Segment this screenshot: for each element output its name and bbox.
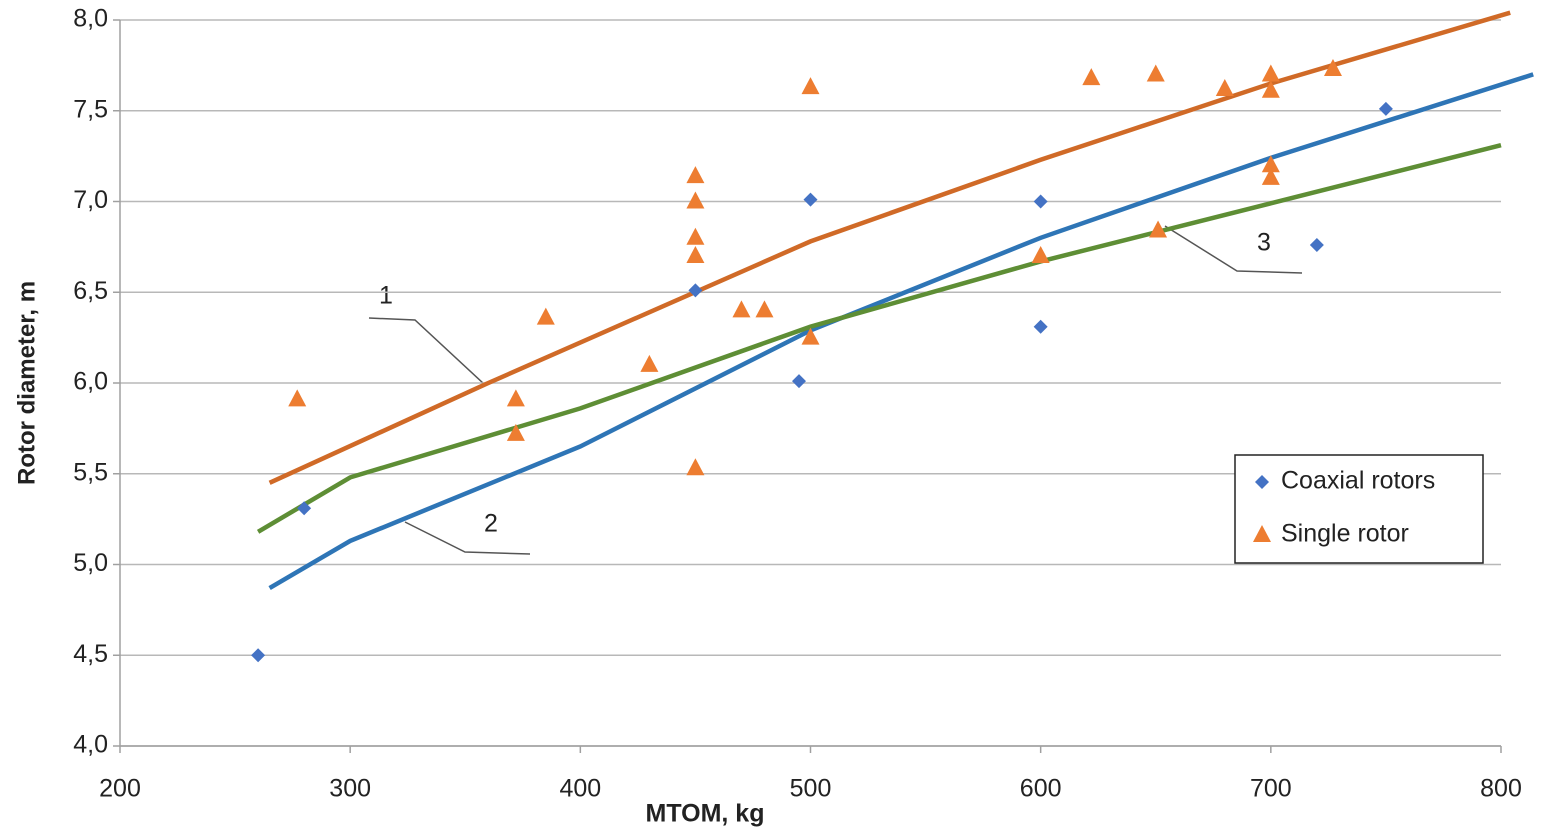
leader-line [368,317,485,385]
triangle-marker [801,77,820,95]
triangle-marker [1146,64,1165,82]
y-axis-label: Rotor diameter, m [13,281,40,485]
triangle-marker [1261,64,1280,82]
triangle-marker [755,300,774,318]
triangle-marker [1082,68,1101,86]
y-tick-label: 7,5 [73,95,108,123]
diamond-marker [297,501,312,516]
triangle-marker [506,423,525,441]
triangle-marker [686,191,705,209]
triangle-marker [1215,78,1234,96]
diamond-marker [791,374,806,389]
trend-line [256,143,1502,534]
y-tick-label: 6,0 [73,368,108,396]
triangle-marker [1323,59,1342,77]
diamond-marker [688,283,703,298]
trend-label: 1 [379,282,393,310]
x-tick-label: 400 [559,775,601,803]
triangle-marker [1261,80,1280,98]
leader-line [1164,225,1303,274]
x-tick-label: 500 [790,775,832,803]
diamond-marker [803,192,818,207]
triangle-marker [1261,155,1280,173]
diamond-marker [1378,101,1393,116]
trend-line [268,10,1511,485]
triangle-marker [1261,167,1280,185]
y-tick-label: 5,0 [73,549,108,577]
y-tick-label: 6,5 [73,277,108,305]
y-tick-label: 5,5 [73,458,108,486]
triangle-marker [686,245,705,263]
legend-label: Single rotor [1281,520,1409,548]
triangle-marker [506,389,525,407]
legend-box [1234,454,1484,564]
y-tick-label: 7,0 [73,186,108,214]
triangle-marker [536,307,555,325]
triangle-marker [732,300,751,318]
diamond-marker [251,648,266,663]
diamond-marker [1309,238,1324,253]
legend-label: Coaxial rotors [1281,467,1435,495]
legend: Coaxial rotors Single rotor [1234,454,1484,564]
trend-label: 2 [484,510,498,538]
leader-line [404,521,531,555]
triangle-marker [1253,525,1271,542]
diamond-marker [1255,475,1269,489]
triangle-marker [1149,220,1168,238]
triangle-marker [801,327,820,345]
plot-background [113,19,1502,753]
triangle-marker [686,458,705,476]
x-tick-label: 600 [1020,775,1062,803]
diamond-marker [1033,319,1048,334]
x-tick-label: 200 [99,775,141,803]
triangle-marker [1031,245,1050,263]
x-tick-label: 300 [329,775,371,803]
triangle-marker [686,166,705,184]
y-tick-label: 4,0 [73,731,108,759]
y-tick-label: 8,0 [73,5,108,33]
diamond-marker [1033,194,1048,209]
x-tick-label: 800 [1480,775,1522,803]
x-tick-label: 700 [1250,775,1292,803]
triangle-marker [640,354,659,372]
x-axis-label: MTOM, kg [646,800,765,828]
y-tick-label: 4,5 [73,640,108,668]
triangle-marker [288,389,307,407]
triangle-marker [686,227,705,245]
trend-label: 3 [1257,229,1271,257]
